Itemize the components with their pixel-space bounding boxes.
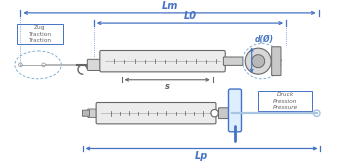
- FancyBboxPatch shape: [228, 89, 241, 132]
- Text: Zug
Traction
Traction: Zug Traction Traction: [28, 25, 52, 43]
- Text: Lp: Lp: [195, 151, 208, 161]
- FancyBboxPatch shape: [272, 47, 281, 76]
- FancyBboxPatch shape: [87, 59, 102, 70]
- FancyBboxPatch shape: [96, 103, 216, 124]
- FancyBboxPatch shape: [88, 109, 98, 117]
- Text: s: s: [165, 82, 170, 91]
- Bar: [17, 24, 63, 44]
- Bar: [258, 91, 312, 111]
- Circle shape: [314, 110, 320, 116]
- FancyBboxPatch shape: [223, 57, 243, 65]
- Circle shape: [211, 110, 218, 117]
- FancyBboxPatch shape: [218, 108, 233, 119]
- Text: L0: L0: [183, 11, 196, 21]
- Circle shape: [42, 63, 45, 67]
- Circle shape: [252, 55, 265, 68]
- Circle shape: [245, 48, 271, 74]
- Circle shape: [19, 63, 22, 67]
- Text: d(Ø): d(Ø): [255, 35, 274, 44]
- FancyBboxPatch shape: [100, 51, 225, 72]
- FancyBboxPatch shape: [82, 110, 89, 116]
- Text: Lm: Lm: [161, 0, 178, 11]
- Text: Druck
Pression
Pressure: Druck Pression Pressure: [273, 92, 298, 110]
